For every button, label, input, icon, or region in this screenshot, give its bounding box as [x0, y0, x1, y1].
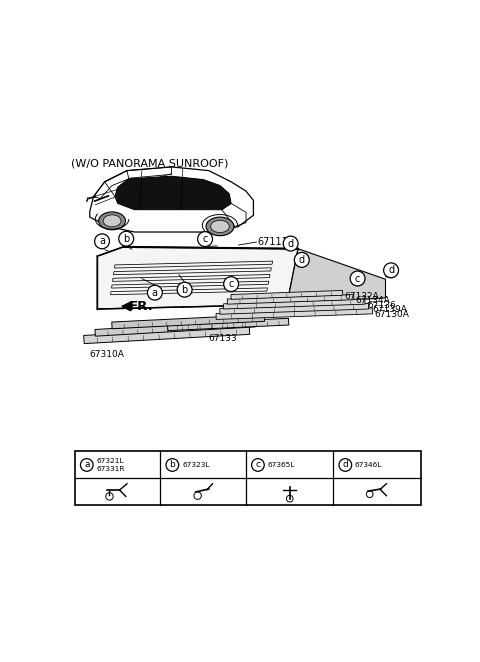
Circle shape — [339, 459, 352, 471]
Circle shape — [283, 236, 298, 251]
Text: b: b — [169, 461, 175, 469]
Text: 67321L
67331R: 67321L 67331R — [96, 458, 125, 472]
Text: d: d — [299, 255, 305, 265]
Polygon shape — [112, 314, 264, 329]
Circle shape — [81, 459, 93, 471]
Text: 67365L: 67365L — [267, 462, 295, 468]
Polygon shape — [168, 318, 289, 330]
Polygon shape — [227, 295, 354, 304]
Text: c: c — [355, 273, 360, 283]
Text: c: c — [255, 461, 261, 469]
Circle shape — [384, 263, 398, 278]
Text: 67310A: 67310A — [90, 350, 125, 359]
Text: d: d — [288, 238, 294, 248]
Polygon shape — [115, 176, 231, 210]
Text: b: b — [123, 234, 129, 244]
Bar — [75, 451, 421, 505]
Circle shape — [252, 459, 264, 471]
Text: 67132A: 67132A — [345, 292, 379, 301]
Ellipse shape — [99, 212, 125, 230]
Text: a: a — [152, 288, 158, 298]
Text: 67133: 67133 — [209, 334, 238, 344]
Text: FR.: FR. — [129, 300, 154, 313]
Circle shape — [147, 285, 162, 300]
Polygon shape — [95, 320, 255, 336]
Circle shape — [350, 271, 365, 286]
Circle shape — [224, 277, 239, 291]
Polygon shape — [220, 303, 369, 314]
Circle shape — [166, 459, 179, 471]
Circle shape — [177, 282, 192, 297]
Ellipse shape — [206, 217, 234, 236]
Text: c: c — [203, 234, 208, 244]
Text: c: c — [228, 279, 234, 289]
Text: d: d — [342, 461, 348, 469]
Polygon shape — [287, 249, 385, 305]
Text: 67130A: 67130A — [374, 310, 409, 319]
Polygon shape — [97, 247, 298, 309]
Ellipse shape — [211, 220, 229, 232]
Text: a: a — [99, 236, 105, 246]
Circle shape — [95, 234, 109, 249]
Text: b: b — [181, 285, 188, 295]
Text: a: a — [84, 461, 90, 469]
Ellipse shape — [103, 215, 121, 227]
Circle shape — [119, 231, 133, 246]
Text: 67134A: 67134A — [356, 297, 391, 305]
Text: 67139A: 67139A — [372, 305, 408, 314]
Circle shape — [294, 252, 309, 267]
Text: 67323L: 67323L — [182, 462, 209, 468]
Polygon shape — [231, 291, 343, 299]
Circle shape — [198, 232, 213, 246]
Polygon shape — [224, 299, 365, 309]
Text: 67136: 67136 — [367, 301, 396, 310]
Text: d: d — [388, 265, 394, 275]
Text: 67346L: 67346L — [355, 462, 383, 468]
Polygon shape — [84, 326, 250, 344]
Text: 67111A: 67111A — [257, 237, 295, 247]
Polygon shape — [216, 308, 372, 320]
Text: (W/O PANORAMA SUNROOF): (W/O PANORAMA SUNROOF) — [71, 159, 228, 169]
